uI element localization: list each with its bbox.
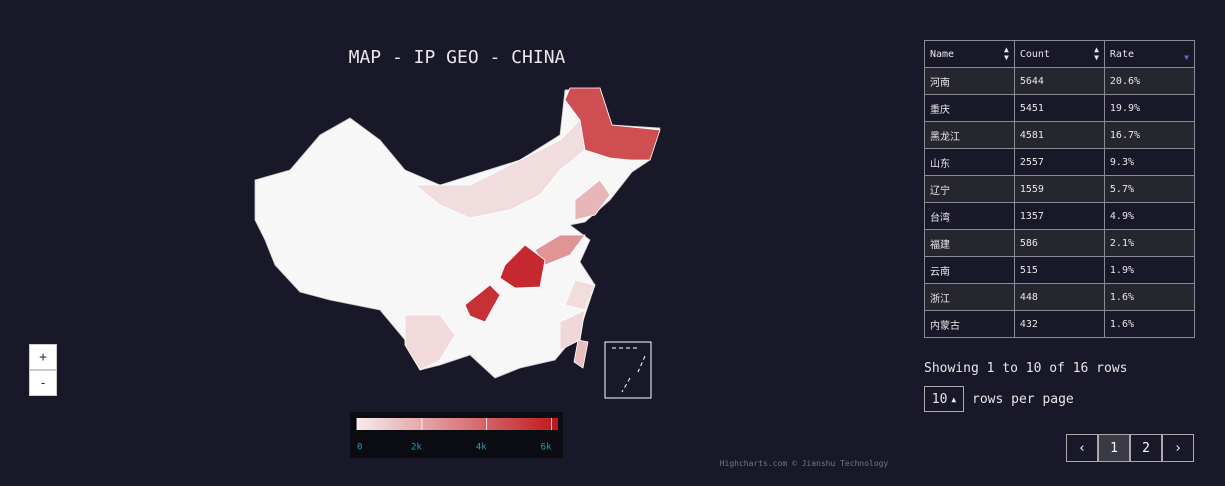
legend-tick-label: 6k (541, 443, 552, 453)
table-row: 山东 2557 9.3% (924, 148, 1196, 176)
table-cell: 1.6% (1103, 283, 1196, 311)
table-row: 云南 515 1.9% (924, 256, 1196, 284)
table-cell: 5644 (1013, 67, 1105, 95)
credits: Highcharts.com © Jianshu Technology (720, 459, 889, 468)
table-cell: 台湾 (924, 202, 1015, 230)
inset-islands (612, 347, 646, 393)
table-cell: 福建 (924, 229, 1015, 257)
page-button[interactable]: 2 (1130, 434, 1162, 462)
table-row: 黑龙江 4581 16.7% (924, 121, 1196, 149)
pager: ‹ 1 2 › (1066, 434, 1194, 462)
province[interactable] (564, 87, 661, 161)
map-title: MAP - IP GEO - CHINA (349, 47, 566, 68)
page-button[interactable]: ‹ (1066, 434, 1098, 462)
table-cell: 9.3% (1103, 148, 1196, 176)
page-button[interactable]: 1 (1098, 434, 1130, 462)
province[interactable] (404, 314, 456, 371)
table-cell: 2557 (1013, 148, 1105, 176)
table-row: 福建 586 2.1% (924, 229, 1196, 257)
table-cell: 515 (1013, 256, 1105, 284)
table-cell: 黑龙江 (924, 121, 1015, 149)
table-cell: 2.1% (1103, 229, 1196, 257)
page-size-select[interactable]: 10 ▲ (924, 386, 964, 412)
page-button[interactable]: › (1162, 434, 1194, 462)
table-row: 辽宁 1559 5.7% (924, 175, 1196, 203)
table-cell: 浙江 (924, 283, 1015, 311)
province[interactable] (573, 339, 589, 369)
sort-icon: ▼ (1184, 53, 1189, 62)
table-cell: 1357 (1013, 202, 1105, 230)
table-row: 内蒙古 432 1.6% (924, 310, 1196, 338)
table-cell: 5.7% (1103, 175, 1196, 203)
page-size: 10 ▲ rows per page (924, 386, 1074, 412)
zoom-in[interactable]: + (29, 344, 57, 370)
table-cell: 内蒙古 (924, 310, 1015, 338)
map-panel: MAP - IP GEO - CHINA 0 2k 4k 6k Highcharts.… (254, 47, 889, 468)
table-cell: 19.9% (1103, 94, 1196, 122)
province[interactable] (499, 244, 546, 289)
legend-tick-label: 2k (411, 443, 422, 453)
table-cell: 云南 (924, 256, 1015, 284)
sort-icon: ▲ ▼ (1094, 45, 1099, 62)
legend-tick-label: 4k (476, 443, 487, 453)
table-row: 河南 5644 20.6% (924, 67, 1196, 95)
table-cell: 16.7% (1103, 121, 1196, 149)
table-cell: 5451 (1013, 94, 1105, 122)
legend-gradient (357, 418, 558, 430)
table-cell: 山东 (924, 148, 1015, 176)
table-cell: 1.9% (1103, 256, 1196, 284)
zoom-controls: + - (29, 344, 57, 396)
table-cell: 20.6% (1103, 67, 1196, 95)
table-cell: 432 (1013, 310, 1105, 338)
table-cell: 辽宁 (924, 175, 1015, 203)
page-size-label: rows per page (972, 391, 1074, 407)
pagination-summary: Showing 1 to 10 of 16 rows (924, 361, 1128, 376)
page-size-value: 10 (931, 391, 948, 407)
province[interactable] (464, 284, 501, 323)
column-header[interactable]: Count ▲ ▼ (1013, 40, 1105, 68)
table-cell: 1559 (1013, 175, 1105, 203)
data-table: Name ▲ ▼ Count ▲ ▼ Rate ▼ 河南 5644 20.6% 重庆 5451 19.9%… (924, 40, 1196, 338)
zoom-out[interactable]: - (29, 370, 57, 396)
inset-box (604, 341, 652, 399)
table-row: 重庆 5451 19.9% (924, 94, 1196, 122)
table-cell: 4581 (1013, 121, 1105, 149)
province[interactable] (574, 179, 611, 221)
table-row: 浙江 448 1.6% (924, 283, 1196, 311)
table-cell: 1.6% (1103, 310, 1196, 338)
province[interactable] (413, 119, 586, 219)
table-cell: 4.9% (1103, 202, 1196, 230)
column-header[interactable]: Rate ▼ (1103, 40, 1196, 68)
table-row: 台湾 1357 4.9% (924, 202, 1196, 230)
sort-icon: ▲ ▼ (1004, 45, 1009, 62)
legend-tick-label: 0 (357, 443, 362, 453)
table-cell: 448 (1013, 283, 1105, 311)
column-header[interactable]: Name ▲ ▼ (924, 40, 1015, 68)
table-cell: 重庆 (924, 94, 1015, 122)
table-cell: 586 (1013, 229, 1105, 257)
table-cell: 河南 (924, 67, 1015, 95)
